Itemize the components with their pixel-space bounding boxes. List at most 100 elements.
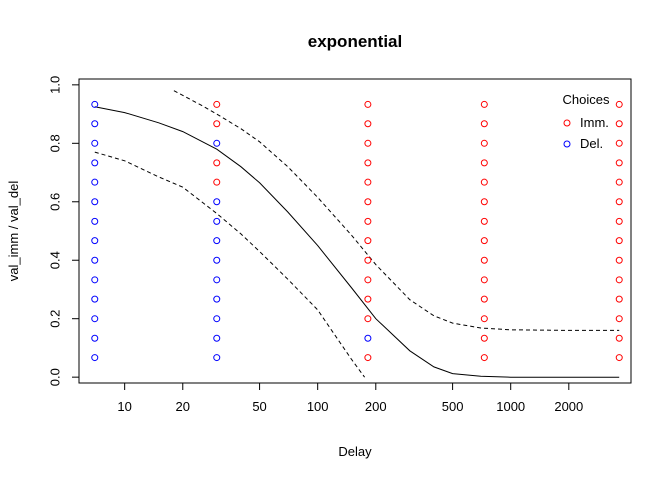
del-point	[213, 139, 221, 147]
y-axis-label: val_imm / val_del	[6, 181, 21, 282]
del-point	[213, 276, 221, 284]
imm-point	[615, 139, 623, 147]
imm-point	[480, 237, 488, 245]
chart-title: exponential	[308, 32, 402, 51]
dashed-bound-curve	[94, 151, 366, 378]
del-point	[91, 295, 99, 303]
imm-point	[480, 120, 488, 128]
imm-point	[480, 217, 488, 225]
imm-point	[480, 100, 488, 108]
del-point	[91, 100, 99, 108]
imm-point	[480, 198, 488, 206]
imm-point	[480, 159, 488, 167]
y-tick-label: 1.0	[47, 76, 62, 94]
del-point	[91, 159, 99, 167]
imm-point	[480, 315, 488, 323]
del-point	[91, 354, 99, 362]
del-point	[91, 256, 99, 264]
imm-point	[615, 159, 623, 167]
del-point	[91, 139, 99, 147]
imm-point	[480, 334, 488, 342]
x-tick-label: 1000	[496, 399, 525, 414]
imm-point	[615, 276, 623, 284]
imm-point	[213, 120, 221, 128]
imm-point	[480, 276, 488, 284]
legend: Choices Imm. Del.	[563, 92, 610, 151]
legend-marker	[563, 140, 571, 148]
del-point	[213, 295, 221, 303]
imm-point	[364, 100, 372, 108]
del-point	[91, 276, 99, 284]
imm-point	[615, 354, 623, 362]
y-tick-label: 0.6	[47, 193, 62, 211]
del-point	[91, 334, 99, 342]
x-tick-label: 10	[117, 399, 131, 414]
imm-point	[364, 237, 372, 245]
data-points	[91, 100, 623, 362]
imm-point	[364, 120, 372, 128]
imm-point	[213, 100, 221, 108]
del-point	[213, 315, 221, 323]
del-point	[91, 315, 99, 323]
plot-frame	[78, 78, 632, 384]
x-axis-label: Delay	[338, 444, 372, 459]
imm-point	[615, 217, 623, 225]
y-tick-label: 0.8	[47, 134, 62, 152]
imm-point	[364, 178, 372, 186]
imm-point	[615, 334, 623, 342]
imm-point	[364, 354, 372, 362]
imm-point	[480, 256, 488, 264]
x-tick-label: 100	[307, 399, 329, 414]
del-point	[91, 120, 99, 128]
imm-point	[480, 139, 488, 147]
imm-point	[213, 178, 221, 186]
imm-point	[364, 256, 372, 264]
dashed-bound-curve	[173, 90, 620, 331]
legend-label: Del.	[580, 136, 603, 151]
del-point	[91, 198, 99, 206]
del-point	[91, 178, 99, 186]
imm-point	[480, 295, 488, 303]
del-point	[213, 237, 221, 245]
fitted-curve	[94, 106, 620, 378]
imm-point	[615, 237, 623, 245]
x-tick-label: 2000	[554, 399, 583, 414]
imm-point	[615, 256, 623, 264]
del-point	[364, 334, 372, 342]
y-tick-label: 0.0	[47, 368, 62, 386]
legend-label: Imm.	[580, 115, 609, 130]
imm-point	[364, 217, 372, 225]
x-tick-label: 50	[252, 399, 266, 414]
imm-point	[364, 295, 372, 303]
imm-point	[480, 354, 488, 362]
x-tick-label: 200	[365, 399, 387, 414]
imm-point	[364, 198, 372, 206]
x-axis: 10 20 50 100 200 500 1000 2000	[117, 382, 583, 414]
x-tick-label: 500	[442, 399, 464, 414]
y-tick-label: 0.2	[47, 310, 62, 328]
imm-point	[364, 139, 372, 147]
fit-curves	[94, 90, 620, 378]
legend-title: Choices	[563, 92, 610, 107]
imm-point	[364, 276, 372, 284]
imm-point	[364, 159, 372, 167]
imm-point	[364, 315, 372, 323]
del-point	[213, 217, 221, 225]
imm-point	[615, 295, 623, 303]
del-point	[91, 237, 99, 245]
imm-point	[480, 178, 488, 186]
imm-point	[615, 178, 623, 186]
del-point	[213, 256, 221, 264]
imm-point	[615, 100, 623, 108]
imm-point	[615, 315, 623, 323]
legend-marker	[563, 119, 571, 127]
imm-point	[615, 120, 623, 128]
imm-point	[615, 198, 623, 206]
y-axis: 0.0 0.2 0.4 0.6 0.8 1.0	[47, 76, 80, 386]
y-tick-label: 0.4	[47, 251, 62, 269]
del-point	[91, 217, 99, 225]
del-point	[213, 334, 221, 342]
imm-point	[213, 159, 221, 167]
